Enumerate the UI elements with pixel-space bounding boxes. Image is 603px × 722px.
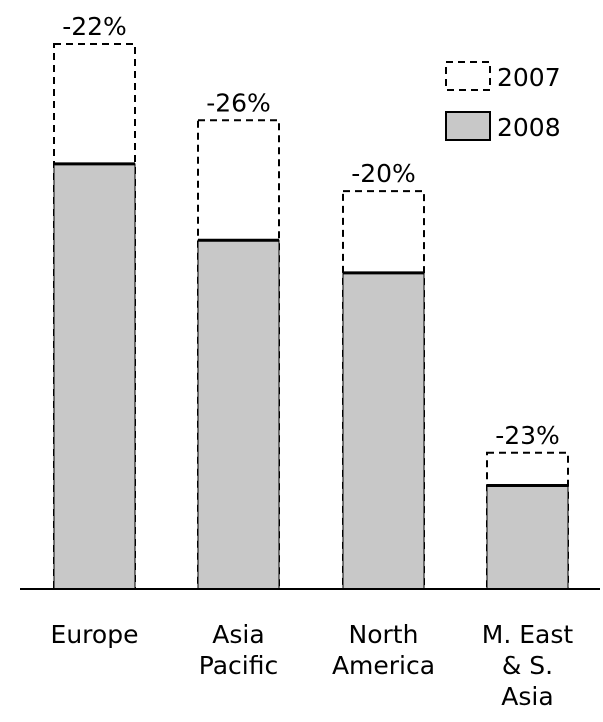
category-label-3: M. East & S. Asia [482, 620, 574, 711]
legend-label-2008: 2008 [497, 113, 561, 142]
change-label-3: -23% [495, 421, 560, 450]
change-label-0: -22% [62, 12, 127, 41]
legend-swatch-2007 [445, 61, 491, 91]
labels-layer: -22% Europe -26% Asia Pacific -20% North Americ… [51, 12, 574, 711]
bar-2008-0 [53, 163, 136, 590]
change-label-2: -20% [351, 159, 416, 188]
bars-layer [53, 43, 569, 591]
legend-label-2007: 2007 [497, 63, 561, 92]
category-label-0: Europe [51, 620, 139, 649]
category-label-2: North America [332, 620, 435, 680]
bar-2008-2 [342, 272, 425, 590]
bar-2008-3 [486, 484, 569, 590]
change-label-1: -26% [206, 88, 271, 117]
legend-swatch-2008 [445, 111, 491, 141]
bar-2008-1 [197, 239, 280, 590]
legend: 2007 2008 [445, 61, 561, 142]
category-label-1: Asia Pacific [199, 620, 278, 680]
